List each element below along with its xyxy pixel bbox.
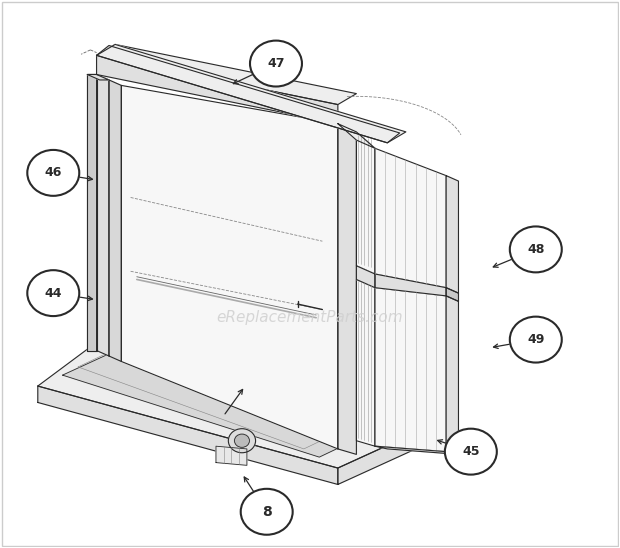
Polygon shape [109, 80, 122, 362]
Circle shape [241, 489, 293, 535]
Polygon shape [446, 296, 458, 454]
Text: 8: 8 [262, 505, 272, 519]
Polygon shape [87, 75, 109, 80]
Polygon shape [338, 124, 375, 149]
Circle shape [228, 429, 255, 453]
Polygon shape [446, 175, 458, 293]
Polygon shape [97, 45, 400, 143]
Text: 47: 47 [267, 57, 285, 70]
Text: 49: 49 [527, 333, 544, 346]
Polygon shape [97, 55, 338, 124]
Polygon shape [338, 424, 434, 484]
Text: 44: 44 [45, 287, 62, 300]
Polygon shape [338, 124, 356, 454]
Text: 46: 46 [45, 167, 62, 179]
Polygon shape [375, 446, 458, 454]
Text: eReplacementParts.com: eReplacementParts.com [216, 310, 404, 325]
Text: 48: 48 [527, 243, 544, 256]
Polygon shape [375, 288, 446, 452]
Polygon shape [356, 132, 375, 274]
Polygon shape [375, 274, 446, 296]
Circle shape [510, 226, 562, 272]
Polygon shape [216, 446, 247, 465]
Polygon shape [446, 288, 458, 301]
Polygon shape [97, 44, 356, 105]
Polygon shape [356, 279, 375, 446]
Polygon shape [97, 44, 406, 143]
Circle shape [27, 270, 79, 316]
Circle shape [250, 41, 302, 87]
Polygon shape [38, 386, 338, 484]
Circle shape [510, 317, 562, 363]
Polygon shape [87, 75, 97, 351]
Polygon shape [122, 85, 338, 449]
Polygon shape [356, 266, 375, 288]
Circle shape [234, 434, 249, 447]
Polygon shape [63, 337, 400, 457]
Circle shape [445, 429, 497, 475]
Circle shape [27, 150, 79, 196]
Text: 45: 45 [462, 445, 480, 458]
Polygon shape [375, 149, 446, 288]
Polygon shape [97, 75, 109, 356]
Polygon shape [38, 342, 434, 468]
